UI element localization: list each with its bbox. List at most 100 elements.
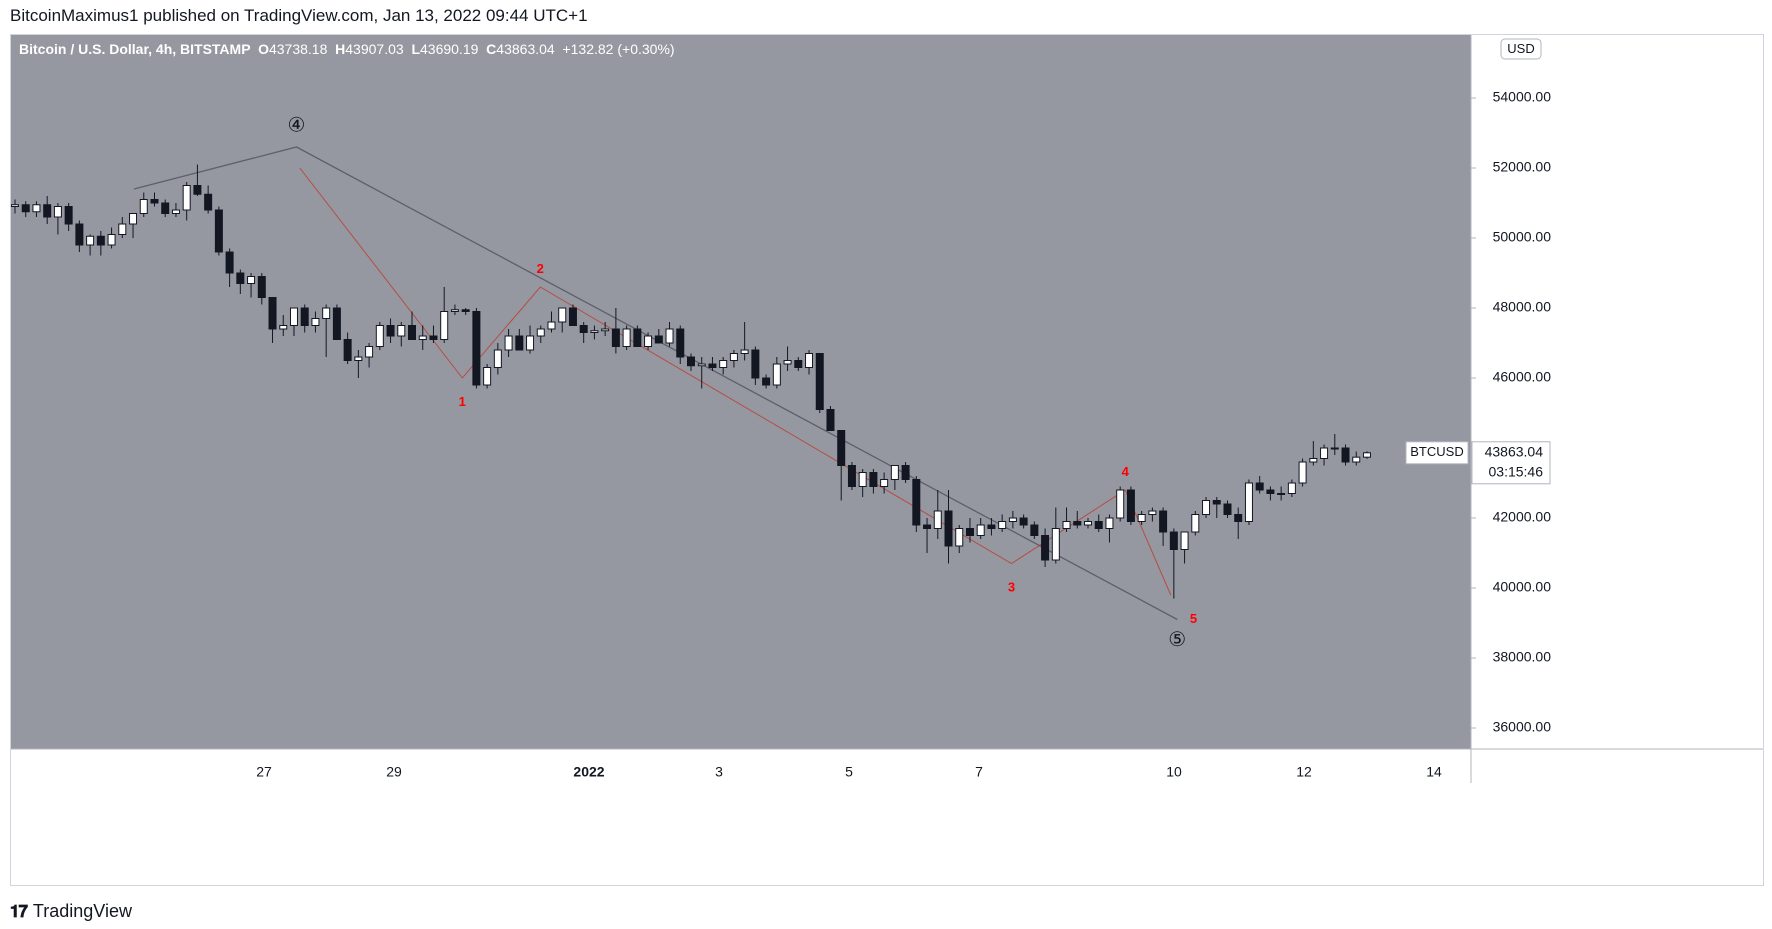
candle[interactable]: [21, 201, 30, 217]
candle[interactable]: [869, 469, 878, 494]
candle[interactable]: [1073, 511, 1082, 529]
candle[interactable]: [311, 311, 320, 333]
candle[interactable]: [386, 318, 395, 344]
candle[interactable]: [697, 357, 706, 389]
candle[interactable]: [805, 350, 814, 375]
candle[interactable]: [579, 322, 588, 343]
candle[interactable]: [601, 322, 610, 336]
candle[interactable]: [686, 353, 695, 372]
candle[interactable]: [43, 196, 52, 224]
candle[interactable]: [1255, 476, 1264, 494]
candle[interactable]: [1341, 444, 1350, 466]
candle[interactable]: [139, 192, 148, 218]
candle[interactable]: [1041, 528, 1050, 568]
candle[interactable]: [300, 304, 309, 333]
candle[interactable]: [483, 364, 492, 389]
candle[interactable]: [96, 231, 105, 256]
candle[interactable]: [193, 164, 202, 197]
candle[interactable]: [622, 325, 631, 351]
candle[interactable]: [375, 322, 384, 350]
candle[interactable]: [1008, 511, 1017, 529]
candle[interactable]: [547, 311, 556, 333]
candle[interactable]: [461, 308, 470, 315]
candle[interactable]: [826, 406, 835, 431]
candle[interactable]: [1084, 518, 1092, 529]
candle[interactable]: [665, 322, 674, 347]
candle[interactable]: [1244, 479, 1253, 526]
candle[interactable]: [1352, 451, 1361, 466]
candle[interactable]: [504, 329, 513, 357]
candle[interactable]: [418, 325, 427, 351]
candle[interactable]: [751, 346, 760, 386]
candle[interactable]: [976, 518, 985, 539]
candle[interactable]: [772, 357, 781, 389]
candle[interactable]: [257, 273, 266, 305]
candle[interactable]: [86, 234, 95, 256]
candle[interactable]: [225, 248, 234, 288]
candle[interactable]: [762, 374, 771, 389]
candle[interactable]: [1202, 497, 1211, 518]
candle[interactable]: [633, 325, 642, 347]
candle[interactable]: [890, 465, 899, 491]
candle[interactable]: [1180, 531, 1189, 564]
candle[interactable]: [332, 304, 341, 340]
footer-brand[interactable]: 𝟏𝟕 TradingView: [10, 901, 132, 922]
candle[interactable]: [676, 325, 685, 365]
candle[interactable]: [1309, 441, 1318, 466]
candle[interactable]: [901, 462, 910, 483]
candle[interactable]: [1266, 486, 1275, 501]
candle[interactable]: [32, 201, 41, 217]
candle[interactable]: [858, 469, 867, 497]
candle[interactable]: [654, 329, 663, 344]
candle[interactable]: [1287, 479, 1296, 498]
candle[interactable]: [719, 357, 728, 375]
candle[interactable]: [365, 343, 374, 368]
candle[interactable]: [440, 287, 449, 343]
candle[interactable]: [289, 307, 298, 336]
candle[interactable]: [268, 297, 277, 344]
candle[interactable]: [129, 213, 138, 239]
candle[interactable]: [472, 308, 481, 389]
candle[interactable]: [397, 322, 406, 347]
candle[interactable]: [214, 206, 223, 256]
candle[interactable]: [1159, 507, 1168, 547]
candle[interactable]: [1062, 507, 1071, 533]
candle[interactable]: [354, 350, 363, 378]
candle[interactable]: [171, 203, 180, 217]
candle[interactable]: [53, 203, 62, 235]
candle[interactable]: [515, 329, 524, 351]
candle[interactable]: [1212, 497, 1221, 518]
candle[interactable]: [118, 217, 127, 238]
candle[interactable]: [558, 307, 567, 333]
candle[interactable]: [1191, 511, 1200, 536]
candle[interactable]: [1019, 514, 1028, 529]
candle[interactable]: [1051, 507, 1060, 564]
candle[interactable]: [880, 472, 889, 494]
candle[interactable]: [75, 220, 84, 253]
candle[interactable]: [847, 462, 856, 490]
candle[interactable]: [1030, 521, 1039, 540]
candle[interactable]: [1223, 500, 1232, 519]
candle[interactable]: [429, 325, 438, 344]
candle[interactable]: [236, 269, 245, 295]
candle[interactable]: [247, 273, 256, 298]
candle[interactable]: [150, 192, 159, 207]
candle[interactable]: [837, 430, 846, 501]
candle[interactable]: [998, 514, 1007, 533]
candle[interactable]: [1105, 514, 1114, 543]
candle[interactable]: [64, 203, 73, 231]
candle[interactable]: [794, 357, 803, 371]
candle[interactable]: [1234, 507, 1243, 540]
candle[interactable]: [1330, 434, 1339, 455]
candle[interactable]: [1116, 486, 1125, 522]
candle[interactable]: [965, 518, 974, 543]
candle[interactable]: [322, 304, 331, 358]
candle[interactable]: [408, 311, 417, 340]
candle[interactable]: [955, 525, 964, 553]
candle[interactable]: [450, 304, 459, 316]
candle[interactable]: [644, 332, 653, 351]
candle[interactable]: [1277, 486, 1286, 501]
candle[interactable]: [493, 343, 502, 375]
candle[interactable]: [1362, 451, 1371, 459]
